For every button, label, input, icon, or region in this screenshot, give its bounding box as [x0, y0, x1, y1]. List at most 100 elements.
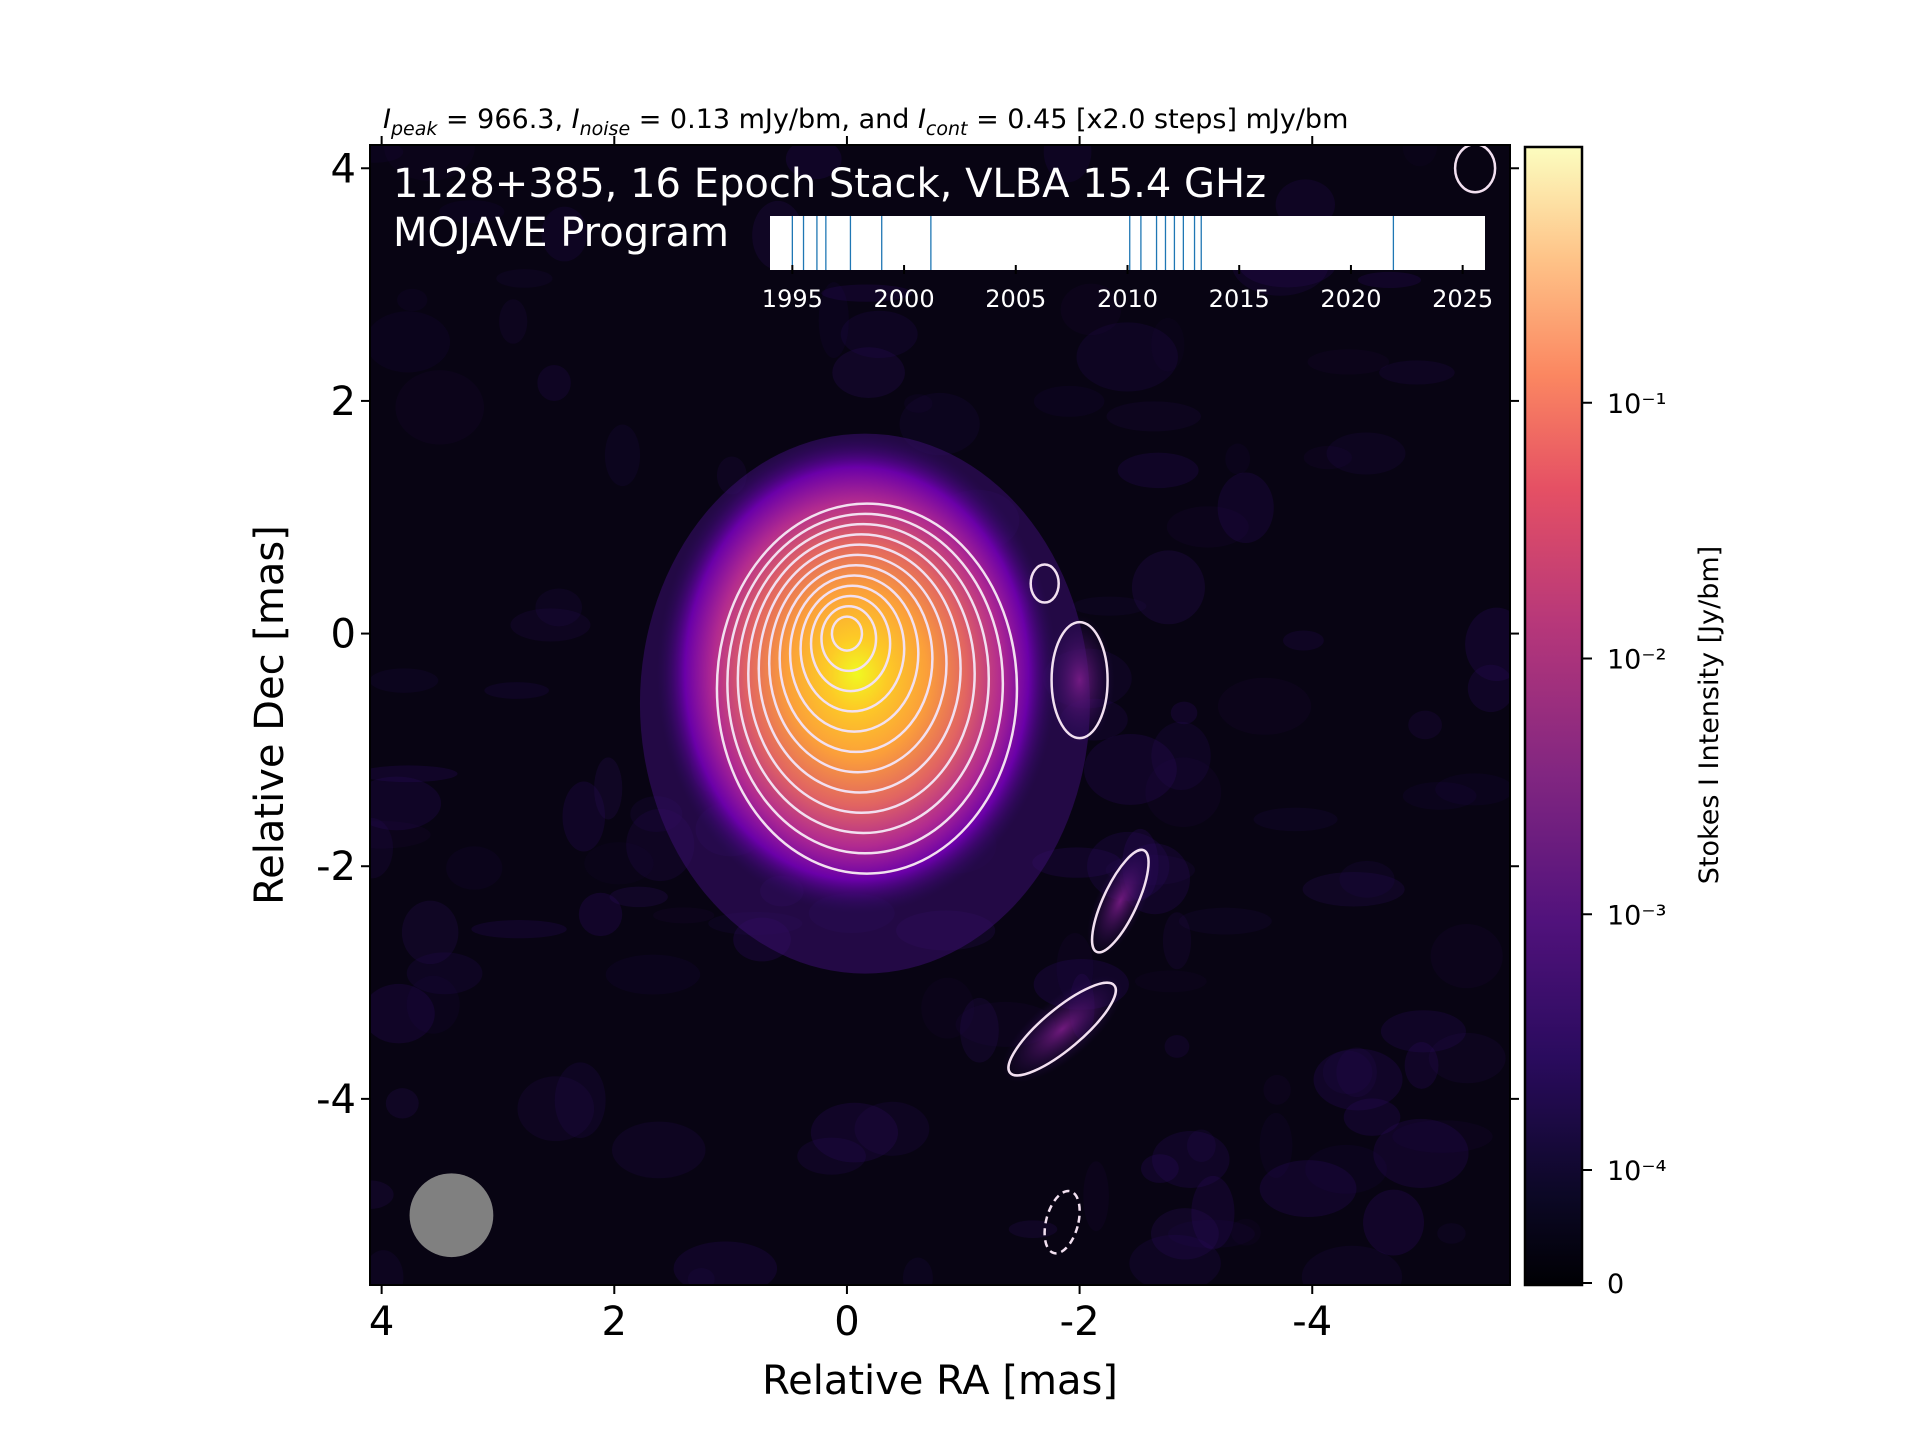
- noise-blob: [1170, 701, 1198, 725]
- timeline-tick-label: 2025: [1432, 285, 1493, 313]
- epoch-timeline: 1995 2000 2005 2010 2015 2020 2025: [762, 216, 1493, 313]
- contour-line: [788, 574, 920, 733]
- noise-blob: [1117, 452, 1199, 489]
- noise-blob: [517, 1076, 595, 1142]
- noise-blob: [1339, 860, 1395, 898]
- contour-line: [830, 615, 864, 652]
- noise-blob: [1437, 1223, 1466, 1244]
- noise-blob: [1152, 1131, 1230, 1188]
- contour-line: [726, 512, 1005, 855]
- noise-blob: [439, 200, 505, 224]
- contour-line: [778, 563, 934, 754]
- colorbar: 10⁻¹ 10⁻² 10⁻³ 10⁻⁴ 0 Stokes I Intensity [Jy…: [1523, 145, 1725, 1300]
- noise-blob: [1083, 733, 1177, 805]
- noise-blob: [1404, 1042, 1439, 1089]
- contour-line: [809, 594, 892, 693]
- noise-blob: [578, 892, 623, 937]
- noise-blob: [1467, 664, 1510, 713]
- noise-blob: [840, 310, 918, 359]
- noise-blob: [1343, 1098, 1401, 1136]
- noise-blob: [1166, 506, 1249, 548]
- image-frame: [369, 144, 1511, 1286]
- noise-blob: [1072, 596, 1147, 616]
- y-tick-label: -2: [316, 844, 356, 890]
- x-axis: 4 2 0 -2 -4: [369, 136, 1332, 1345]
- noise-blob: [535, 588, 583, 627]
- noise-blob: [537, 364, 571, 401]
- noise-blob: [370, 820, 431, 849]
- noise-blob: [1008, 1220, 1058, 1239]
- noise-blob: [1363, 1189, 1425, 1256]
- noise-blob: [1282, 630, 1324, 651]
- timeline-tick-label: 2015: [1209, 285, 1270, 313]
- noise-blob: [1217, 472, 1274, 544]
- noise-blob: [471, 920, 567, 939]
- overlay-line-1: 1128+385, 16 Epoch Stack, VLBA 15.4 GHz: [393, 161, 1266, 207]
- chart-title: Ipeak = 966.3, Inoise = 0.13 mJy/bm, and…: [383, 104, 1348, 140]
- noise-blob: [370, 145, 404, 163]
- noise-blob: [584, 842, 654, 885]
- noise-blob: [1301, 1245, 1403, 1285]
- noise-blob: [554, 1062, 606, 1139]
- noise-blob: [1435, 773, 1510, 806]
- noise-blob: [1302, 871, 1405, 907]
- noise-blob: [854, 1101, 930, 1156]
- noise-blob: [1402, 781, 1477, 810]
- noise-blob: [385, 1088, 419, 1119]
- colorbar-tick-label: 0: [1607, 1269, 1624, 1300]
- noise-blob: [499, 299, 528, 344]
- timeline-tick-label: 2010: [1097, 285, 1158, 313]
- noise-blob: [1305, 1144, 1387, 1194]
- negative-contour: [1043, 1189, 1081, 1255]
- colorbar-tick-label: 10⁻⁴: [1607, 1156, 1666, 1187]
- y-tick-label: -4: [316, 1077, 356, 1123]
- noise-blob: [541, 206, 588, 262]
- noise-blob: [611, 1121, 706, 1179]
- noise-blob: [605, 954, 701, 995]
- noise-blob: [1129, 1234, 1221, 1285]
- x-tick-label: 4: [369, 1299, 394, 1345]
- noise-blob: [1322, 1050, 1373, 1095]
- noise-blob: [1131, 550, 1205, 625]
- emission-jet: [1086, 845, 1154, 957]
- contour-line: [715, 502, 1019, 875]
- noise-blob: [1408, 710, 1442, 740]
- noise-blob: [1178, 907, 1272, 935]
- noise-blob: [960, 997, 999, 1063]
- contour-line: [767, 553, 948, 774]
- noise-blob: [370, 817, 394, 879]
- emission-knot: [1044, 615, 1115, 746]
- y-axis-label: Relative Dec [mas]: [247, 525, 293, 905]
- noise-blob: [1402, 145, 1438, 167]
- noise-blob: [818, 282, 849, 358]
- noise-blob: [609, 886, 668, 908]
- noise-blob: [832, 347, 905, 398]
- colorbar-tick-label: 10⁻³: [1607, 900, 1666, 931]
- noise-blob: [496, 269, 553, 288]
- noise-blob: [1083, 1161, 1109, 1232]
- timeline-tick-label: 1995: [762, 285, 823, 313]
- noise-blob: [921, 977, 975, 1039]
- noise-blob: [1380, 1010, 1466, 1053]
- x-axis-label: Relative RA [mas]: [762, 1358, 1118, 1404]
- emission-jet: [1001, 975, 1123, 1083]
- noise-blob: [1428, 1032, 1506, 1084]
- noise-blob: [1187, 1129, 1216, 1162]
- colorbar-tick-label: 10⁻¹: [1607, 389, 1666, 420]
- contour-line: [1029, 563, 1060, 604]
- noise-blob: [370, 765, 458, 783]
- y-tick-label: 2: [331, 379, 356, 425]
- contour-layer: [715, 145, 1497, 1255]
- noise-blob: [821, 284, 913, 302]
- noise-blob: [406, 952, 483, 995]
- noise-blob: [1191, 1175, 1235, 1250]
- y-axis: 4 2 0 -2 -4: [316, 146, 1519, 1123]
- y-tick-label: 4: [331, 146, 356, 192]
- y-tick-label: 0: [331, 612, 356, 658]
- noise-blob: [604, 424, 641, 487]
- contour-line: [757, 543, 962, 794]
- timeline-box: [770, 216, 1485, 270]
- timeline-tick-label: 2000: [874, 285, 935, 313]
- noise-blob: [1140, 1154, 1179, 1183]
